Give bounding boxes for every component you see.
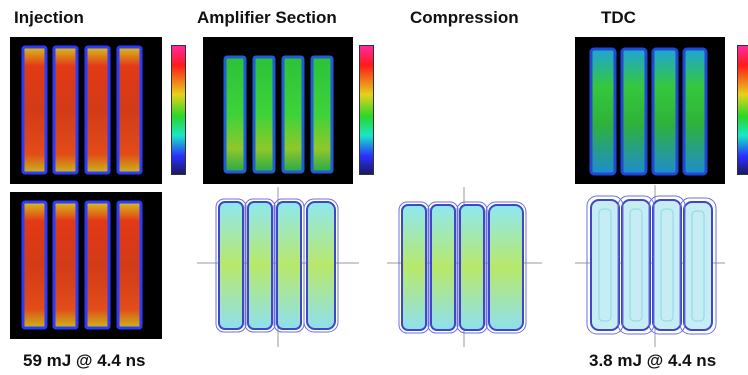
heatmap-tdc-top-svg <box>575 37 725 184</box>
contour-amplifier-bottom-svg <box>197 187 359 347</box>
colorbar-amplifier <box>359 45 374 175</box>
title-compression: Compression <box>410 8 519 27</box>
contour-compression-bottom <box>387 187 542 347</box>
title-tdc: TDC <box>601 8 636 27</box>
energy-label-injection: 59 mJ @ 4.4 ns <box>23 351 146 370</box>
heatmap-injection-bottom <box>10 192 162 339</box>
contour-tdc-bottom-svg <box>575 185 725 347</box>
contour-compression-bottom-svg <box>387 187 542 347</box>
heatmap-tdc-top <box>575 37 725 184</box>
colorbar-tdc <box>737 45 748 175</box>
contour-amplifier-bottom <box>197 187 359 347</box>
colorbar-injection <box>171 45 186 175</box>
heatmap-amplifier-top-svg <box>203 37 353 184</box>
energy-label-tdc: 3.8 mJ @ 4.4 ns <box>589 351 717 370</box>
heatmap-injection-top-svg <box>10 37 162 184</box>
heatmap-injection-top <box>10 37 162 184</box>
heatmap-injection-bottom-svg <box>10 192 162 339</box>
heatmap-amplifier-top <box>203 37 353 184</box>
title-amplifier-section: Amplifier Section <box>197 8 337 27</box>
contour-tdc-bottom <box>575 185 725 347</box>
title-injection: Injection <box>14 8 84 27</box>
